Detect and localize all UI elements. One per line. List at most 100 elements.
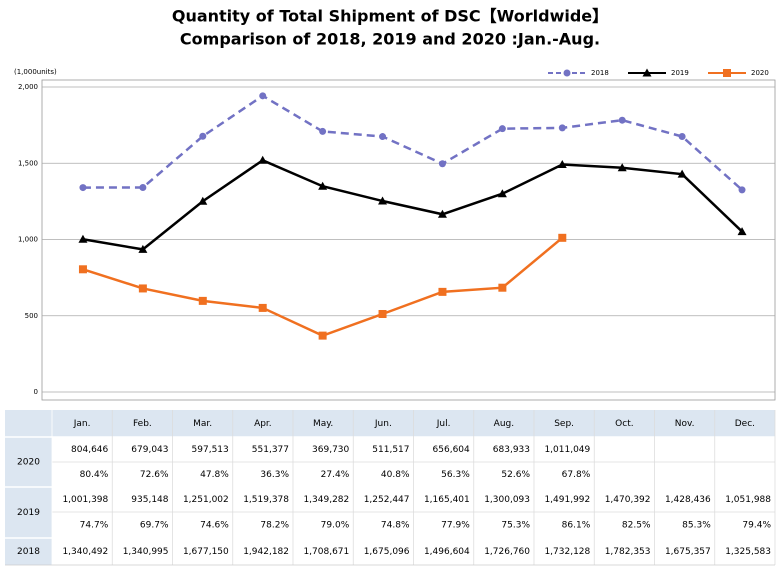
point	[138, 284, 147, 293]
y-tick-label: 0	[34, 388, 38, 396]
table-row-label: 2018	[17, 547, 40, 557]
table-cell: 40.8%	[381, 470, 410, 480]
legend-label: 2018	[591, 69, 609, 77]
table-header: Oct.	[615, 419, 633, 429]
y-tick-label: 1,000	[18, 236, 38, 244]
table-cell: 1,675,357	[665, 547, 711, 557]
point	[677, 169, 687, 178]
table-cell: 1,732,128	[544, 547, 590, 557]
table-cell: 1,470,392	[605, 495, 651, 505]
point	[438, 160, 446, 168]
table-cell: 1,251,002	[183, 495, 229, 505]
table-cell: 1,519,378	[243, 495, 289, 505]
table-cell: 67.8%	[562, 470, 591, 480]
table-cell: 804,646	[71, 445, 108, 455]
point	[78, 234, 88, 243]
table-cell: 56.3%	[441, 470, 470, 480]
table-header: Dec.	[735, 419, 755, 429]
table-cell: 597,513	[192, 445, 229, 455]
point	[79, 184, 87, 192]
point	[198, 296, 207, 305]
point	[497, 189, 507, 198]
table-header: Jun.	[374, 419, 392, 429]
table-header: Mar.	[193, 419, 212, 429]
table-cell: 1,942,182	[243, 547, 289, 557]
table-cell: 1,726,760	[484, 547, 530, 557]
table-cell: 27.4%	[321, 470, 350, 480]
series-line	[82, 236, 564, 337]
point	[319, 127, 327, 135]
table-cell: 551,377	[252, 445, 289, 455]
chart-title: Quantity of Total Shipment of DSC【Worldw…	[172, 7, 608, 26]
table-cell: 74.6%	[200, 521, 229, 531]
table-cell: 1,340,492	[62, 547, 108, 557]
table-row-label: 2020	[17, 458, 40, 468]
table-cell: 74.7%	[80, 521, 109, 531]
table-cell: 74.8%	[381, 521, 410, 531]
table-header-bg	[5, 410, 775, 437]
table-cell: 1,011,049	[544, 445, 590, 455]
point	[138, 244, 148, 253]
table-cell: 72.6%	[140, 470, 169, 480]
table-header: Apr.	[254, 419, 272, 429]
table-cell: 1,782,353	[605, 547, 651, 557]
point	[318, 331, 327, 340]
table-header: Sep.	[554, 419, 574, 429]
series-line	[82, 158, 743, 251]
table-cell: 78.2%	[260, 521, 289, 531]
table-cell: 86.1%	[562, 521, 591, 531]
table-cell: 1,708,671	[303, 547, 349, 557]
point	[498, 283, 507, 292]
table-cell: 1,340,995	[123, 547, 169, 557]
point	[378, 196, 388, 205]
point	[139, 183, 147, 191]
point	[678, 133, 686, 141]
table-cell: 1,496,604	[424, 547, 470, 557]
table-cell: 1,165,401	[424, 495, 470, 505]
table-cell: 1,675,096	[364, 547, 410, 557]
point	[438, 287, 447, 296]
table-cell: 1,677,150	[183, 547, 229, 557]
table-header: Jul.	[436, 419, 451, 429]
table-row-label: 2019	[17, 508, 40, 518]
point	[617, 163, 627, 172]
table-cell: 511,517	[372, 445, 409, 455]
y-tick-label: 500	[25, 312, 38, 320]
table-cell: 679,043	[131, 445, 168, 455]
table-cell: 85.3%	[682, 521, 711, 531]
table-cell: 69.7%	[140, 521, 169, 531]
point	[563, 69, 571, 77]
point	[498, 125, 506, 133]
table-cell: 1,051,988	[725, 495, 771, 505]
table-header: Jan.	[73, 419, 91, 429]
table-cell: 656,604	[433, 445, 470, 455]
point	[558, 124, 566, 132]
table-cell: 1,001,398	[62, 495, 108, 505]
legend-label: 2019	[671, 69, 689, 77]
point	[557, 159, 567, 168]
table-cell: 36.3%	[260, 470, 289, 480]
point	[259, 92, 267, 100]
table-cell: 1,428,436	[665, 495, 711, 505]
table-cell: 1,491,992	[544, 495, 590, 505]
table-cell: 79.0%	[321, 521, 350, 531]
point	[198, 196, 208, 205]
table-cell: 1,300,093	[484, 495, 530, 505]
legend-label: 2020	[751, 69, 769, 77]
chart-subtitle: Comparison of 2018, 2019 and 2020 :Jan.-…	[180, 30, 600, 49]
table-cell: 79.4%	[742, 521, 771, 531]
point	[199, 132, 207, 140]
point	[558, 233, 567, 242]
table-header: May.	[313, 419, 333, 429]
table-header: Aug.	[494, 419, 514, 429]
point	[737, 227, 747, 236]
point	[258, 155, 268, 164]
point	[437, 209, 447, 218]
y-unit-label: (1,000units)	[14, 68, 57, 76]
point	[738, 186, 746, 194]
point	[258, 303, 267, 312]
series-line	[82, 94, 743, 191]
point	[378, 309, 387, 318]
